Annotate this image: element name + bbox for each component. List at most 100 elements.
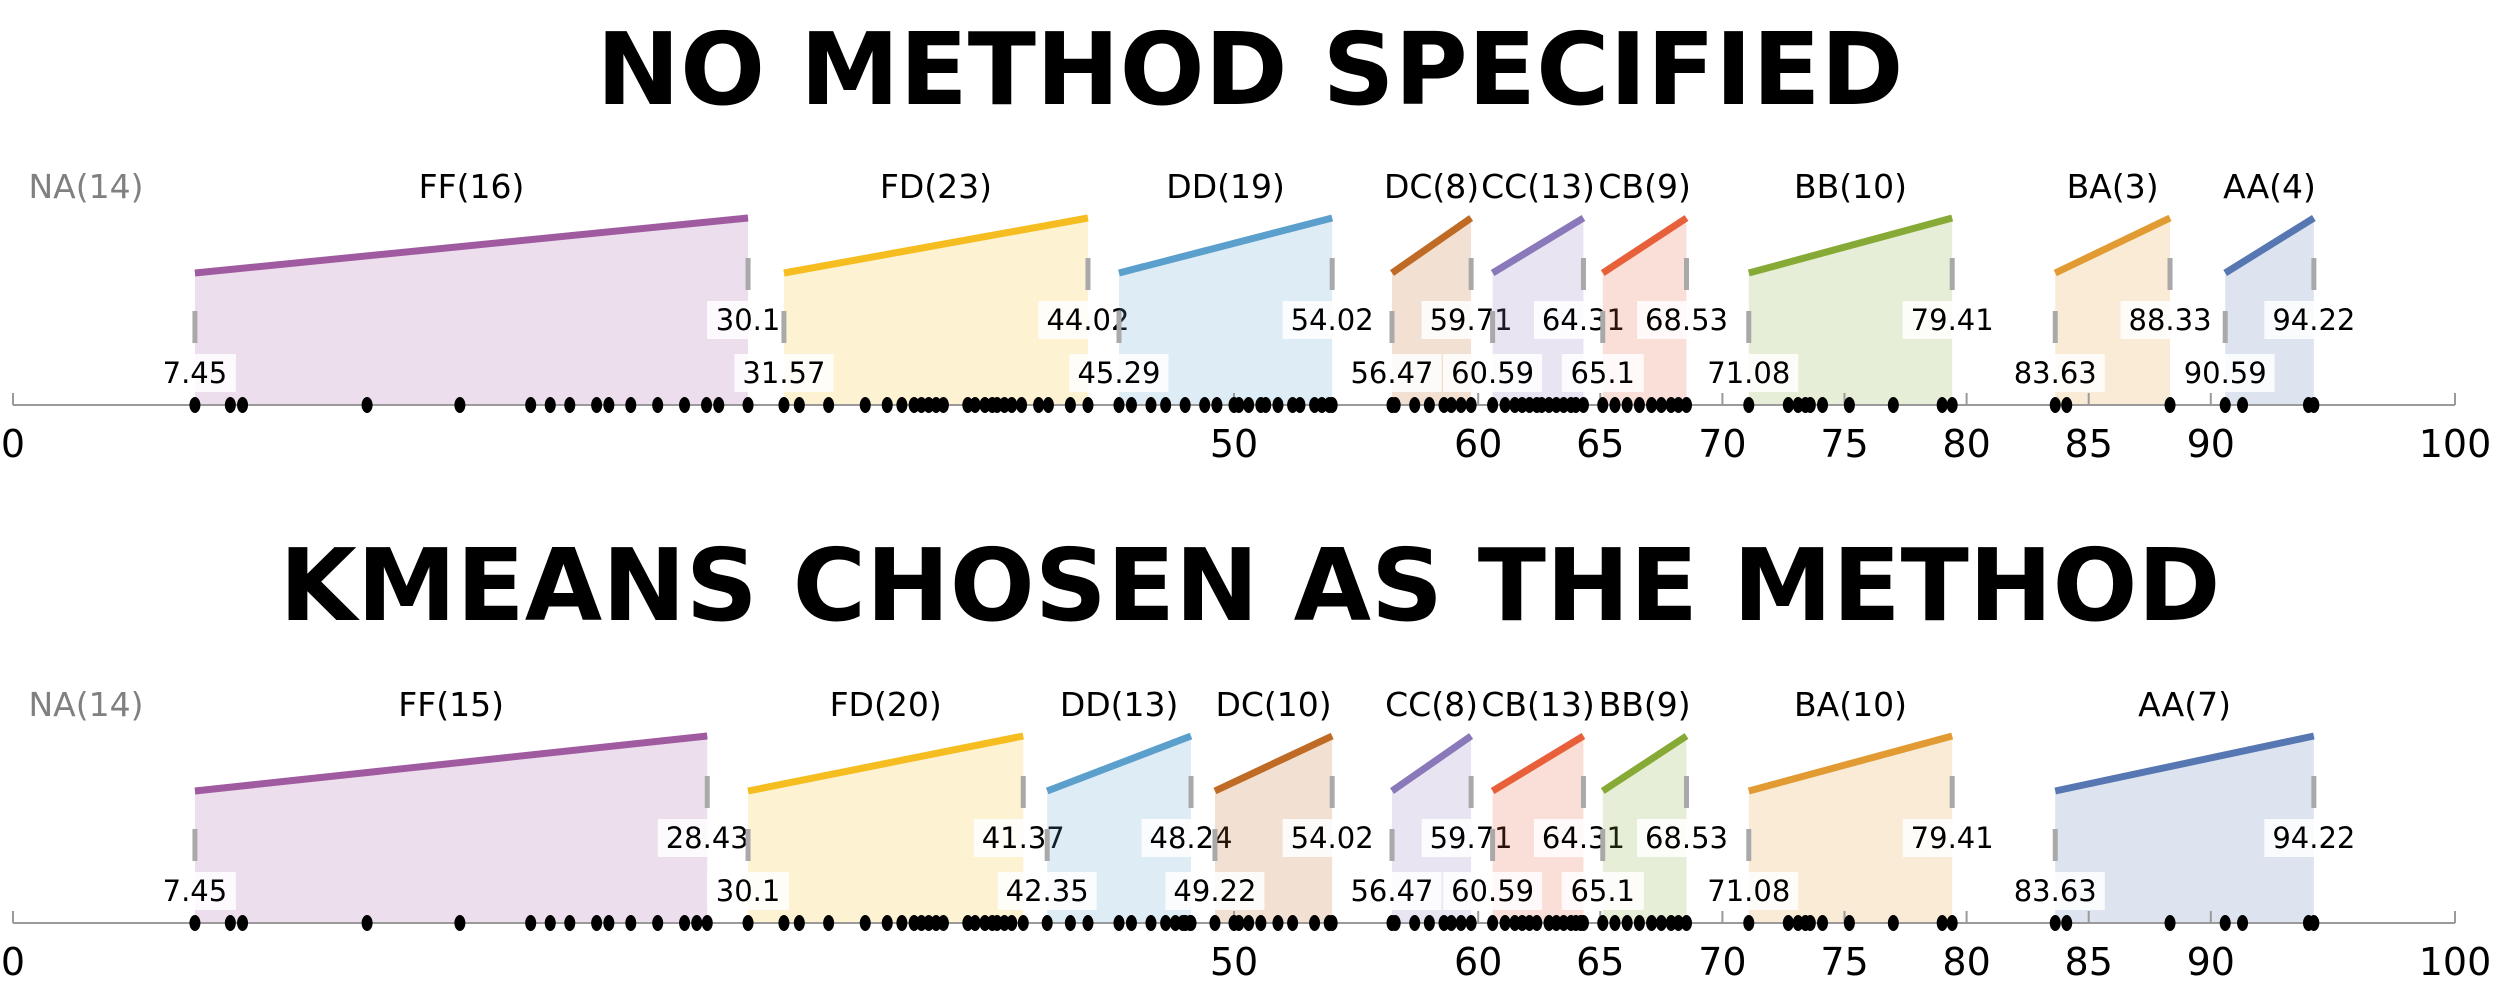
max-label-bg — [1282, 301, 1382, 339]
x-tick-label: 65 — [1576, 422, 1624, 466]
data-point — [625, 915, 637, 931]
data-point — [1017, 915, 1029, 931]
group-area-bb — [1748, 218, 1953, 405]
min-label-bg — [153, 872, 236, 910]
x-tick-label: 80 — [1942, 940, 1990, 984]
data-point — [224, 915, 236, 931]
data-point — [1326, 915, 1338, 931]
data-point — [1487, 915, 1499, 931]
min-label: 60.59 — [1451, 356, 1534, 390]
max-label-bg — [1637, 819, 1737, 857]
max-label: 79.41 — [1911, 303, 1994, 337]
x-tick-label: 0 — [1, 422, 25, 466]
min-label-bg — [1069, 354, 1169, 392]
chart-title: NO METHOD SPECIFIED — [596, 11, 1903, 128]
data-point — [189, 915, 201, 931]
data-point — [1887, 397, 1899, 413]
data-point — [2049, 397, 2061, 413]
data-point — [1445, 915, 1457, 931]
max-label: 59.71 — [1430, 821, 1513, 855]
group-line-cb — [1600, 215, 1689, 276]
max-label-bg — [2120, 301, 2220, 339]
group-line-ff — [194, 732, 708, 795]
data-point — [1125, 915, 1137, 931]
data-point — [1113, 915, 1125, 931]
max-label: 68.53 — [1645, 821, 1728, 855]
data-point — [189, 397, 201, 413]
data-point — [2049, 915, 2061, 931]
min-label: 83.63 — [2014, 874, 2097, 908]
x-tick-label: 90 — [2187, 940, 2235, 984]
data-point — [1179, 397, 1191, 413]
data-point — [1042, 397, 1054, 413]
data-point — [237, 915, 249, 931]
data-point — [1445, 397, 1457, 413]
na-label: NA(14) — [28, 167, 143, 206]
group-line-dc — [1389, 215, 1474, 276]
data-point — [859, 915, 871, 931]
data-point — [1782, 915, 1794, 931]
x-tick-label: 75 — [1820, 940, 1868, 984]
data-point — [1597, 915, 1609, 931]
data-point — [1681, 915, 1693, 931]
data-point — [1199, 397, 1211, 413]
group-line-ff — [194, 214, 749, 277]
min-label: 65.1 — [1570, 874, 1635, 908]
group-line-ba — [1747, 732, 1954, 795]
data-point — [361, 397, 373, 413]
data-point — [1577, 397, 1589, 413]
x-tick-label: 85 — [2065, 940, 2113, 984]
min-label-bg — [707, 872, 790, 910]
group-line-aa — [2223, 215, 2316, 276]
min-label-bg — [1165, 872, 1265, 910]
data-point — [896, 915, 908, 931]
min-label-bg — [734, 354, 834, 392]
data-point — [1082, 915, 1094, 931]
max-label: 54.02 — [1291, 303, 1374, 337]
group-label-fd: FD(20) — [830, 685, 942, 724]
data-point — [1309, 915, 1321, 931]
min-label-bg — [153, 354, 236, 392]
data-point — [544, 397, 556, 413]
min-label-bg — [1443, 872, 1543, 910]
x-tick-label: 50 — [1210, 422, 1258, 466]
max-label-bg — [2264, 819, 2364, 857]
data-point — [969, 397, 981, 413]
data-point — [2219, 915, 2231, 931]
x-tick-label: 90 — [2187, 422, 2235, 466]
data-point — [823, 397, 835, 413]
min-label: 83.63 — [2014, 356, 2097, 390]
x-tick-label: 85 — [2065, 422, 2113, 466]
data-point — [896, 397, 908, 413]
data-point — [1804, 397, 1816, 413]
data-point — [2237, 397, 2249, 413]
data-point — [2308, 915, 2320, 931]
data-point — [591, 397, 603, 413]
group-label-fd: FD(23) — [880, 167, 992, 206]
data-point — [1294, 397, 1306, 413]
data-point — [1082, 397, 1094, 413]
min-label-bg — [997, 872, 1097, 910]
data-point — [701, 915, 713, 931]
min-label: 7.45 — [163, 874, 228, 908]
data-point — [1817, 397, 1829, 413]
data-point — [1577, 915, 1589, 931]
data-point — [1843, 915, 1855, 931]
min-label: 45.29 — [1077, 356, 1160, 390]
x-tick-label: 80 — [1942, 422, 1990, 466]
data-point — [2061, 915, 2073, 931]
data-point — [2164, 397, 2176, 413]
group-label-ff: FF(16) — [419, 167, 525, 206]
data-point — [1145, 915, 1157, 931]
data-point — [1160, 397, 1172, 413]
max-label: 41.37 — [982, 821, 1065, 855]
data-point — [1465, 915, 1477, 931]
data-point — [1287, 915, 1299, 931]
x-tick-label: 60 — [1454, 940, 1502, 984]
group-area-fd — [783, 218, 1088, 405]
group-label-dc: DC(10) — [1215, 685, 1331, 724]
data-point — [1243, 915, 1255, 931]
x-tick-label: 65 — [1576, 940, 1624, 984]
data-point — [361, 915, 373, 931]
max-label-bg — [707, 301, 790, 339]
